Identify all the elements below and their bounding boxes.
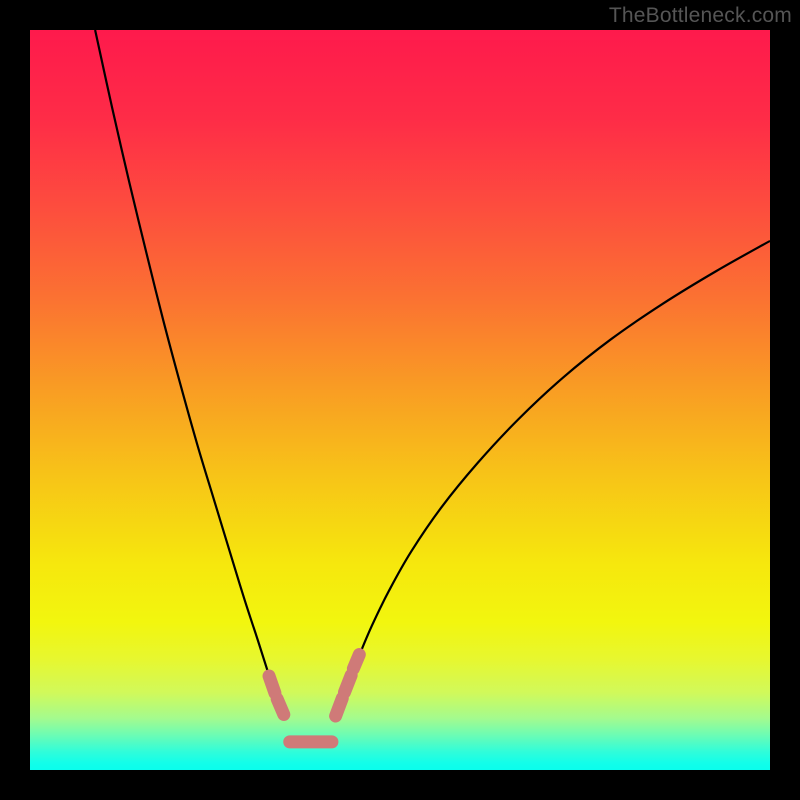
dip-segment-5 [353,655,359,669]
left-curve [95,30,281,709]
dip-segment-3 [336,698,343,716]
chart-container: TheBottleneck.com [0,0,800,800]
dip-segment-1 [277,699,284,715]
plot-area [30,30,770,770]
right-curve [336,241,770,715]
curve-overlay [30,30,770,770]
dip-segment-4 [345,675,352,692]
watermark-text: TheBottleneck.com [609,4,792,28]
dip-segment-0 [269,676,275,693]
